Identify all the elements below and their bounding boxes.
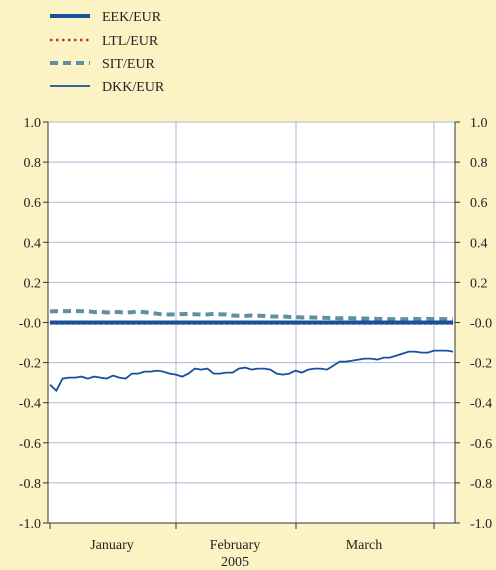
y-tick-label-right: 1.0 [470, 116, 488, 131]
y-tick-label-right: -0.8 [470, 477, 492, 492]
x-year-label: 2005 [221, 555, 249, 570]
y-tick-label-right: 0.8 [470, 156, 488, 171]
series-line-sit-eur [49, 308, 453, 322]
x-category-label: January [90, 538, 134, 553]
y-tick-label-right: 0.2 [470, 276, 488, 291]
y-tick-label-right: -0.2 [470, 357, 492, 372]
x-category-label: February [210, 538, 261, 553]
y-tick-label-left: 1.0 [24, 116, 42, 131]
y-tick-label-left: -0.8 [19, 477, 41, 492]
y-tick-label-right: -1.0 [470, 517, 492, 532]
y-tick-label-left: 0.2 [24, 276, 42, 291]
y-tick-label-left: -1.0 [19, 517, 41, 532]
y-tick-label-left: -0.0 [19, 317, 41, 332]
x-category-label: March [346, 538, 383, 553]
y-tick-label-left: -0.4 [19, 397, 41, 412]
y-tick-label-left: -0.6 [19, 437, 41, 452]
legend-label: DKK/EUR [102, 80, 165, 95]
y-tick-label-left: -0.2 [19, 357, 41, 372]
y-tick-label-left: 0.6 [24, 196, 42, 211]
series-lines [49, 308, 454, 393]
axes [43, 121, 460, 529]
tick-labels: 1.0 1.0 0.8 0.8 0.6 0.6 0.4 0.4 0.2 0.2 -0.0 -0.0 -0… [19, 116, 492, 570]
y-tick-label-right: 0.6 [470, 196, 488, 211]
y-tick-label-left: 0.8 [24, 156, 42, 171]
y-tick-label-left: 0.4 [24, 236, 42, 251]
series-line-dkk-eur [49, 349, 454, 393]
legend-label: EEK/EUR [102, 10, 162, 25]
y-tick-label-right: -0.4 [470, 397, 492, 412]
legend-label: LTL/EUR [102, 34, 159, 49]
y-tick-label-right: 0.4 [470, 236, 488, 251]
legend: EEK/EUR LTL/EUR SIT/EUR DKK/EUR [50, 10, 165, 95]
legend-label: SIT/EUR [102, 57, 156, 72]
y-tick-label-right: -0.6 [470, 437, 492, 452]
y-tick-label-right: -0.0 [470, 317, 492, 332]
